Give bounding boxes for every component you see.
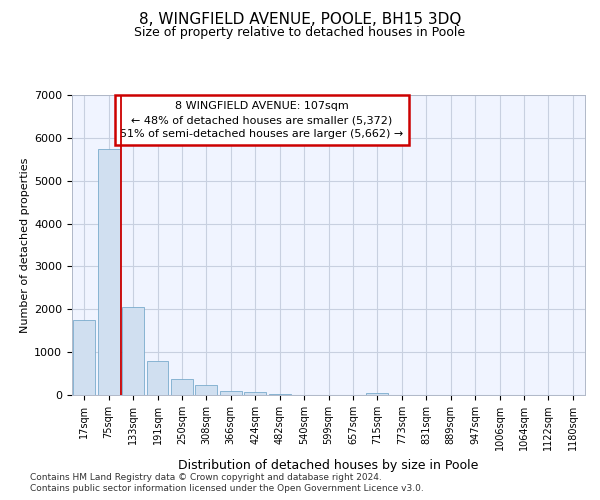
Bar [196, 385, 217, 395]
Bar [98, 148, 119, 395]
X-axis label: Distribution of detached houses by size in Poole: Distribution of detached houses by size … [178, 458, 479, 471]
Bar [146, 360, 169, 395]
Text: 8 WINGFIELD AVENUE: 107sqm
← 48% of detached houses are smaller (5,372)
51% of s: 8 WINGFIELD AVENUE: 107sqm ← 48% of deta… [120, 101, 403, 139]
Bar [122, 307, 144, 395]
Bar [244, 392, 266, 395]
Text: 8, WINGFIELD AVENUE, POOLE, BH15 3DQ: 8, WINGFIELD AVENUE, POOLE, BH15 3DQ [139, 12, 461, 28]
Bar [269, 394, 290, 395]
Bar [367, 393, 388, 395]
Text: Contains public sector information licensed under the Open Government Licence v3: Contains public sector information licen… [30, 484, 424, 493]
Bar [220, 390, 242, 395]
Y-axis label: Number of detached properties: Number of detached properties [20, 158, 30, 332]
Bar [73, 320, 95, 395]
Text: Size of property relative to detached houses in Poole: Size of property relative to detached ho… [134, 26, 466, 39]
Text: Contains HM Land Registry data © Crown copyright and database right 2024.: Contains HM Land Registry data © Crown c… [30, 472, 382, 482]
Bar [171, 379, 193, 395]
